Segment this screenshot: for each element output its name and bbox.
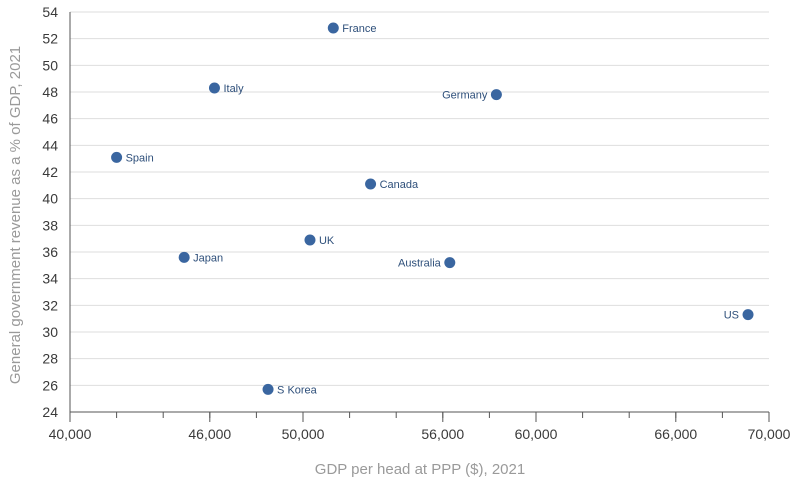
data-point — [365, 178, 377, 190]
point-label: Australia — [398, 258, 442, 270]
point-label: US — [724, 310, 739, 322]
data-point — [208, 82, 220, 94]
data-point — [178, 251, 190, 263]
point-label: Italy — [223, 83, 244, 95]
point-label: Japan — [193, 252, 223, 264]
gridlines — [70, 11, 769, 386]
y-tick-label: 30 — [42, 324, 58, 340]
x-tick-label: 70,000 — [748, 426, 791, 442]
x-axis: 40,000 46,000 50,000 56,000 60,000 66,000 70,0… — [49, 411, 791, 442]
data-point — [444, 257, 456, 269]
y-tick-label: 32 — [42, 297, 58, 313]
y-tick-label: 48 — [42, 84, 58, 100]
data-point — [327, 22, 339, 34]
data-point — [742, 309, 754, 321]
y-tick-label: 54 — [42, 4, 58, 20]
point-label: S Korea — [277, 384, 318, 396]
y-tick-label: 24 — [42, 404, 58, 420]
data-point — [304, 234, 316, 246]
x-tick-label: 50,000 — [282, 426, 325, 442]
point-label: Spain — [126, 152, 154, 164]
y-tick-label: 46 — [42, 111, 58, 127]
y-tick-label: 52 — [42, 31, 58, 47]
x-tick-label: 46,000 — [188, 426, 231, 442]
x-tick-label: 40,000 — [49, 426, 92, 442]
y-tick-label: 38 — [42, 217, 58, 233]
data-point — [262, 383, 274, 395]
y-tick-label: 40 — [42, 191, 58, 207]
y-tick-label: 44 — [42, 137, 58, 153]
data-point — [490, 89, 502, 101]
y-tick-label: 28 — [42, 351, 58, 367]
y-tick-label: 34 — [42, 271, 58, 287]
y-axis: 24 26 28 30 32 34 36 38 40 42 44 46 48 50 52 54 — [42, 4, 71, 420]
y-axis-title: General government revenue as a % of GDP… — [7, 46, 24, 384]
x-tick-label: 56,000 — [421, 426, 464, 442]
x-axis-title: GDP per head at PPP ($), 2021 — [315, 461, 525, 478]
point-label: UK — [319, 235, 335, 247]
x-tick-label: 60,000 — [515, 426, 558, 442]
y-tick-label: 50 — [42, 57, 58, 73]
data-point — [111, 151, 123, 163]
y-tick-label: 36 — [42, 244, 58, 260]
y-tick-label: 42 — [42, 164, 58, 180]
point-label: France — [342, 23, 376, 35]
data-points: France Italy Germany Spain Canada UK Japan Aust… — [111, 22, 754, 396]
point-label: Germany — [442, 90, 488, 102]
y-tick-label: 26 — [42, 377, 58, 393]
point-label: Canada — [380, 179, 419, 191]
x-tick-label: 66,000 — [654, 426, 697, 442]
